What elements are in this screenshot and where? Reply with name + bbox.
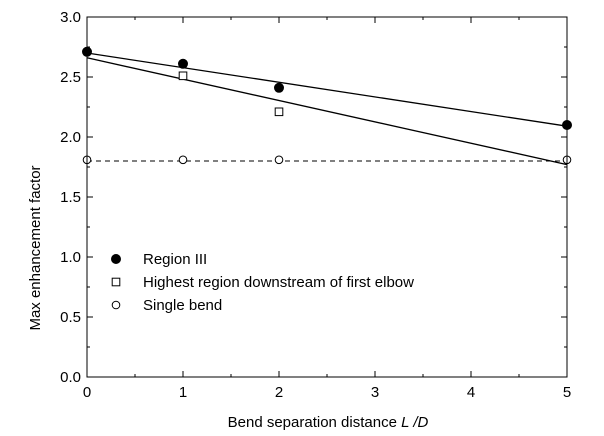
y-tick-label: 0.5 xyxy=(60,309,81,326)
y-tick-label: 3.0 xyxy=(60,9,81,26)
legend-marker xyxy=(111,254,121,264)
x-tick-label: 4 xyxy=(467,384,475,401)
x-tick-label: 3 xyxy=(371,384,379,401)
x-axis-title-variable: L /D xyxy=(401,414,428,431)
legend-label: Single bend xyxy=(143,297,222,314)
plot-frame xyxy=(86,16,568,378)
y-tick-label: 0.0 xyxy=(60,369,81,386)
data-point xyxy=(178,58,188,69)
x-tick-label: 0 xyxy=(83,384,91,401)
y-tick-label: 1.0 xyxy=(60,249,81,266)
plot-area xyxy=(82,46,572,166)
x-axis-title: Bend separation distance L /D xyxy=(228,414,429,431)
y-tick-label: 1.5 xyxy=(60,189,81,206)
legend-marker xyxy=(111,277,121,287)
x-tick-label: 1 xyxy=(179,384,187,401)
legend-label: Region III xyxy=(143,251,207,268)
data-point xyxy=(274,82,284,93)
data-point xyxy=(274,155,284,165)
fit-line xyxy=(86,57,568,166)
y-axis-title: Max enhancement factor xyxy=(27,165,44,330)
legend-marker xyxy=(111,300,121,310)
data-point xyxy=(178,155,188,165)
data-point xyxy=(274,107,284,117)
x-tick-label: 2 xyxy=(275,384,283,401)
x-axis-title-main: Bend separation distance xyxy=(228,414,401,431)
x-tick-label: 5 xyxy=(563,384,571,401)
legend: Region III Highest region downstream of f… xyxy=(111,251,414,314)
y-tick-label: 2.5 xyxy=(60,69,81,86)
y-tick-label: 2.0 xyxy=(60,129,81,146)
legend-label: Highest region downstream of first elbow xyxy=(143,274,414,291)
axes: 0 1 2 3 4 5 0.0 0.5 1.0 1.5 2.0 2.5 3.0 xyxy=(60,9,571,401)
fit-line xyxy=(86,52,568,127)
data-point xyxy=(178,71,188,81)
